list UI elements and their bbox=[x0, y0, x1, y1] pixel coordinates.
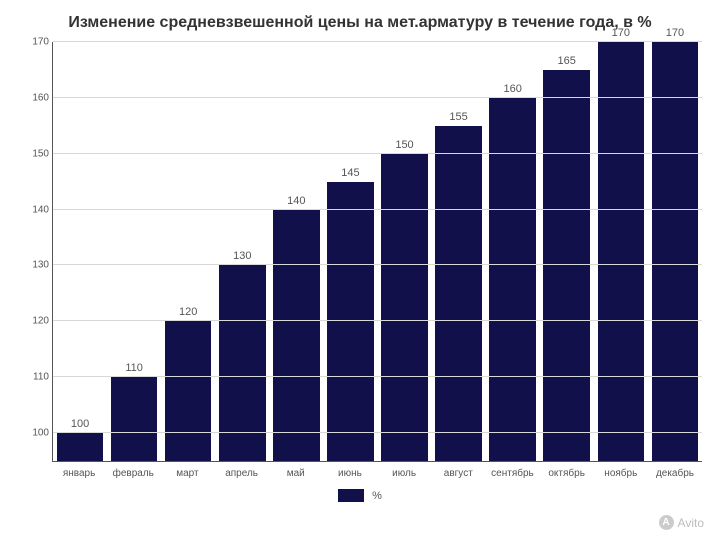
x-tick-label: ноябрь bbox=[594, 462, 648, 479]
watermark-text: Avito bbox=[678, 516, 704, 530]
legend: % bbox=[18, 489, 702, 502]
x-tick-label: март bbox=[160, 462, 214, 479]
x-tick-label: май bbox=[269, 462, 323, 479]
bar bbox=[543, 70, 590, 461]
y-tick-label: 170 bbox=[19, 37, 49, 48]
x-tick-label: апрель bbox=[215, 462, 269, 479]
bar-value-label: 155 bbox=[449, 111, 467, 123]
y-tick-label: 120 bbox=[19, 316, 49, 327]
x-tick-label: январь bbox=[52, 462, 106, 479]
bar-value-label: 170 bbox=[612, 27, 630, 39]
y-tick-label: 140 bbox=[19, 204, 49, 215]
bar-value-label: 165 bbox=[558, 55, 576, 67]
x-axis-labels: январьфевральмартапрельмайиюньиюльавгуст… bbox=[52, 462, 702, 479]
bar-value-label: 110 bbox=[125, 362, 143, 374]
bar-slot: 150 bbox=[377, 42, 431, 461]
grid-line bbox=[53, 97, 702, 98]
bar-slot: 110 bbox=[107, 42, 161, 461]
y-tick-label: 160 bbox=[19, 92, 49, 103]
bar-slot: 130 bbox=[215, 42, 269, 461]
grid-line bbox=[53, 432, 702, 433]
bar bbox=[381, 154, 428, 461]
grid-line bbox=[53, 376, 702, 377]
bar-value-label: 160 bbox=[503, 83, 521, 95]
bar-value-label: 130 bbox=[233, 250, 251, 262]
grid-line bbox=[53, 41, 702, 42]
bar-value-label: 120 bbox=[179, 306, 197, 318]
bar-value-label: 170 bbox=[666, 27, 684, 39]
grid-line bbox=[53, 153, 702, 154]
chart-title: Изменение средневзвешенной цены на мет.а… bbox=[18, 14, 702, 32]
bar-slot: 140 bbox=[269, 42, 323, 461]
bar-slot: 120 bbox=[161, 42, 215, 461]
chart-container: Изменение средневзвешенной цены на мет.а… bbox=[0, 0, 720, 540]
plot-zone: 100 110 120 130 140 145 150 155 160 165 170170 100… bbox=[18, 42, 702, 502]
bar bbox=[57, 433, 104, 461]
bar bbox=[598, 42, 645, 461]
grid-line bbox=[53, 209, 702, 210]
bar-slot: 165 bbox=[540, 42, 594, 461]
legend-swatch bbox=[338, 489, 364, 502]
bar bbox=[165, 321, 212, 461]
grid-line bbox=[53, 264, 702, 265]
x-tick-label: июль bbox=[377, 462, 431, 479]
bar-slot: 145 bbox=[323, 42, 377, 461]
x-tick-label: декабрь bbox=[648, 462, 702, 479]
bar-value-label: 145 bbox=[341, 167, 359, 179]
x-tick-label: сентябрь bbox=[485, 462, 539, 479]
bar-slot: 170 bbox=[594, 42, 648, 461]
bar-slot: 160 bbox=[486, 42, 540, 461]
legend-label: % bbox=[372, 490, 382, 502]
x-tick-label: июнь bbox=[323, 462, 377, 479]
bar-slot: 100 bbox=[53, 42, 107, 461]
bars-layer: 100 110 120 130 140 145 150 155 160 165 170170 bbox=[53, 42, 702, 461]
x-tick-label: февраль bbox=[106, 462, 160, 479]
bar-value-label: 140 bbox=[287, 195, 305, 207]
bar-value-label: 150 bbox=[395, 139, 413, 151]
y-tick-label: 150 bbox=[19, 148, 49, 159]
bar-slot: 170 bbox=[648, 42, 702, 461]
bar bbox=[273, 210, 320, 461]
x-tick-label: август bbox=[431, 462, 485, 479]
y-tick-label: 110 bbox=[19, 372, 49, 383]
bar bbox=[652, 42, 699, 461]
y-tick-label: 130 bbox=[19, 260, 49, 271]
watermark: A Avito bbox=[659, 515, 704, 530]
y-tick-label: 100 bbox=[19, 428, 49, 439]
watermark-logo-icon: A bbox=[659, 515, 674, 530]
bar-slot: 155 bbox=[432, 42, 486, 461]
bar bbox=[111, 377, 158, 461]
x-tick-label: октябрь bbox=[540, 462, 594, 479]
bar bbox=[435, 126, 482, 461]
plot-area: 100 110 120 130 140 145 150 155 160 165 170170 100… bbox=[52, 42, 702, 462]
bar-value-label: 100 bbox=[71, 418, 89, 430]
grid-line bbox=[53, 320, 702, 321]
